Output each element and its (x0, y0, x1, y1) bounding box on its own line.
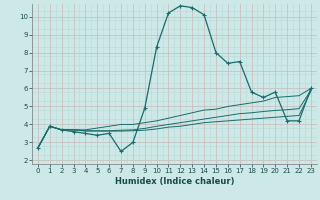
X-axis label: Humidex (Indice chaleur): Humidex (Indice chaleur) (115, 177, 234, 186)
